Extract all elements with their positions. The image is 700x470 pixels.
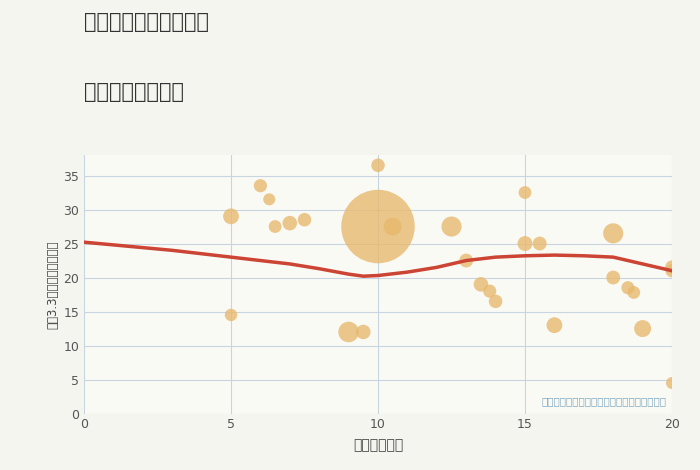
Y-axis label: 坪（3.3㎡）単価（万円）: 坪（3.3㎡）単価（万円）: [46, 240, 59, 329]
Point: [519, 189, 531, 196]
Point: [255, 182, 266, 189]
Text: 円の大きさは、取引のあった物件面積を示す: 円の大きさは、取引のあった物件面積を示す: [541, 396, 666, 406]
Point: [666, 267, 678, 274]
Point: [299, 216, 310, 223]
Point: [358, 328, 369, 336]
Point: [628, 289, 639, 296]
Point: [490, 298, 501, 305]
Text: 愛知県瀬戸市孫田町の: 愛知県瀬戸市孫田町の: [84, 12, 209, 32]
Point: [343, 328, 354, 336]
Point: [534, 240, 545, 247]
Point: [225, 311, 237, 319]
Point: [637, 325, 648, 332]
Point: [622, 284, 634, 291]
Point: [264, 196, 275, 203]
Point: [666, 379, 678, 387]
X-axis label: 駅距離（分）: 駅距離（分）: [353, 439, 403, 453]
Point: [372, 162, 384, 169]
Text: 駅距離別土地価格: 駅距離別土地価格: [84, 82, 184, 102]
Point: [475, 281, 486, 288]
Point: [461, 257, 472, 264]
Point: [608, 274, 619, 282]
Point: [446, 223, 457, 230]
Point: [608, 229, 619, 237]
Point: [372, 223, 384, 230]
Point: [519, 240, 531, 247]
Point: [549, 321, 560, 329]
Point: [387, 223, 398, 230]
Point: [270, 223, 281, 230]
Point: [484, 287, 496, 295]
Point: [666, 264, 678, 271]
Point: [284, 219, 295, 227]
Point: [225, 212, 237, 220]
